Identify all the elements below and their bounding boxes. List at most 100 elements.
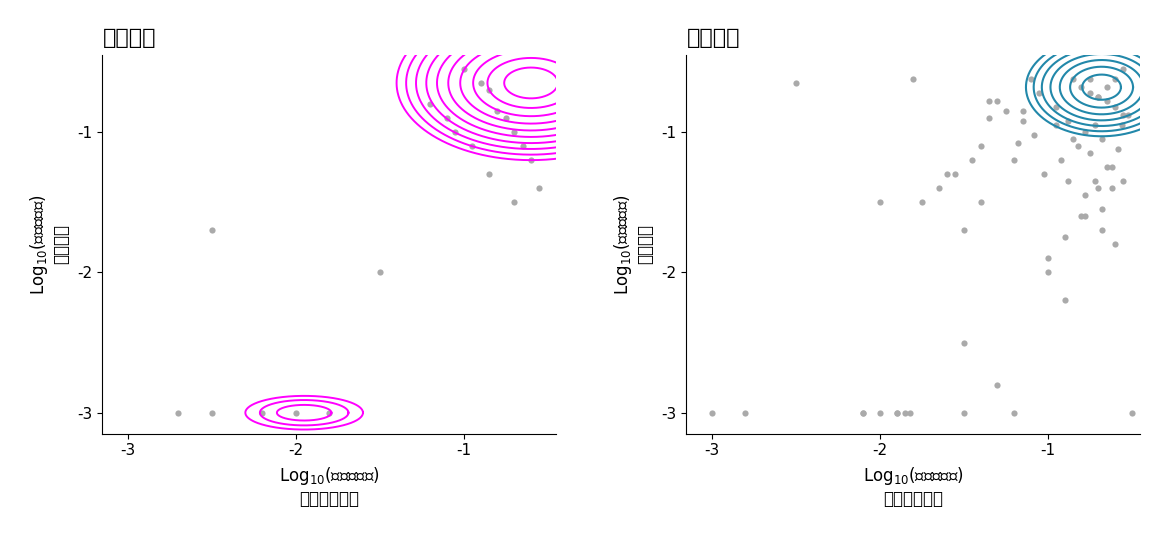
Point (972, 198, 990, 206)
Point (454, 65, 473, 73)
Point (1022, 75, 1041, 83)
Point (1058, 177, 1077, 185)
Point (954, 226, 973, 235)
Point (1106, 240, 1125, 249)
Y-axis label: Log$_{10}$(アレル頻度)
（欧米）: Log$_{10}$(アレル頻度) （欧米） (612, 194, 654, 295)
Point (505, 128, 523, 136)
Point (1064, 135, 1083, 143)
Point (980, 97, 999, 106)
Point (980, 114, 999, 122)
Point (1072, 83, 1091, 92)
Point (930, 184, 948, 192)
Point (480, 86, 499, 94)
X-axis label: Log$_{10}$(アレル頻度)
（東アジア）: Log$_{10}$(アレル頻度) （東アジア） (863, 465, 964, 508)
Point (1089, 184, 1107, 192)
Point (420, 100, 439, 108)
Point (904, 75, 923, 83)
Point (1097, 97, 1115, 106)
Point (1080, 88, 1099, 97)
Point (1089, 93, 1107, 101)
Point (988, 97, 1007, 106)
Point (488, 107, 507, 115)
Point (1112, 121, 1131, 129)
Point (1080, 149, 1099, 158)
Point (1114, 177, 1133, 185)
Point (870, 408, 889, 417)
Point (1038, 268, 1057, 277)
Point (463, 142, 481, 151)
Point (1026, 131, 1044, 139)
Point (1106, 102, 1125, 111)
Point (1030, 88, 1049, 97)
Point (1092, 226, 1111, 235)
Point (1092, 135, 1111, 143)
Point (471, 79, 489, 87)
Point (1038, 254, 1057, 263)
Point (1106, 75, 1125, 83)
Point (438, 114, 457, 122)
Point (1008, 139, 1027, 147)
Point (962, 156, 981, 165)
Point (896, 408, 915, 417)
Point (1114, 111, 1133, 120)
Point (202, 408, 221, 417)
Point (938, 170, 957, 178)
Point (888, 408, 906, 417)
Point (446, 128, 465, 136)
Point (1047, 121, 1065, 129)
Point (1076, 212, 1094, 220)
Point (954, 338, 973, 347)
Point (901, 408, 919, 417)
Point (1004, 156, 1023, 165)
Point (1085, 121, 1104, 129)
Point (370, 268, 389, 277)
Point (854, 408, 872, 417)
Point (1035, 170, 1054, 178)
Point (1014, 107, 1033, 115)
Point (1076, 191, 1094, 199)
Point (286, 408, 305, 417)
Point (870, 198, 889, 206)
Point (996, 107, 1015, 115)
Text: 新規領域: 新規領域 (103, 28, 157, 48)
Point (888, 408, 906, 417)
Point (530, 184, 549, 192)
Point (736, 408, 755, 417)
Point (1103, 163, 1121, 172)
Point (1097, 83, 1115, 92)
Point (854, 408, 872, 417)
Point (1080, 75, 1099, 83)
Text: 既知領域: 既知領域 (687, 28, 741, 48)
Point (1004, 408, 1023, 417)
Point (1052, 156, 1071, 165)
Point (1055, 296, 1073, 305)
Point (1119, 111, 1138, 120)
Point (988, 381, 1007, 389)
Point (1110, 145, 1128, 153)
Point (1055, 233, 1073, 242)
Point (1114, 65, 1133, 73)
Point (1064, 75, 1083, 83)
Point (202, 226, 221, 235)
Point (522, 156, 541, 165)
Point (972, 142, 990, 151)
Point (252, 408, 271, 417)
Point (786, 79, 805, 87)
Point (480, 170, 499, 178)
Point (168, 408, 187, 417)
Point (1058, 116, 1077, 125)
Point (1122, 408, 1141, 417)
Point (320, 408, 339, 417)
Point (505, 198, 523, 206)
Point (1047, 102, 1065, 111)
Point (1014, 116, 1033, 125)
Y-axis label: Log$_{10}$(アレル頻度)
（欧米）: Log$_{10}$(アレル頻度) （欧米） (28, 194, 70, 295)
Point (1076, 128, 1094, 136)
Point (496, 114, 515, 122)
X-axis label: Log$_{10}$(アレル頻度)
（東アジア）: Log$_{10}$(アレル頻度) （東アジア） (279, 465, 380, 508)
Point (513, 142, 531, 151)
Point (912, 198, 931, 206)
Point (946, 170, 965, 178)
Point (954, 408, 973, 417)
Point (1072, 212, 1091, 220)
